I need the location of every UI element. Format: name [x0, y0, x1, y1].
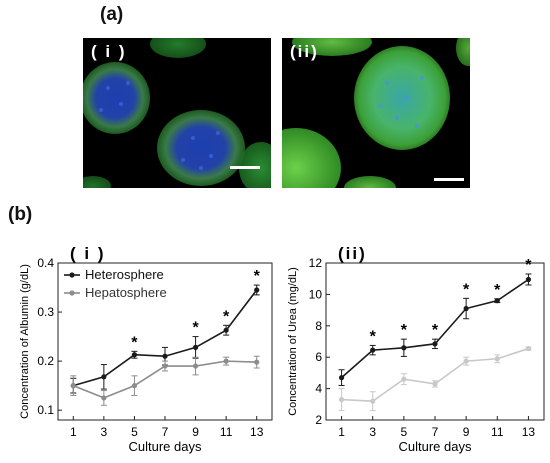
y-tick-label: 0.4 — [37, 256, 54, 270]
micrograph-heterosphere-art — [83, 38, 271, 188]
data-point — [432, 341, 438, 347]
significance-marker: * — [223, 308, 230, 325]
data-point — [525, 276, 532, 283]
legend-label: Hepatosphere — [85, 285, 167, 300]
micrograph-hepatosphere-label: (ii) — [290, 42, 319, 61]
data-point — [463, 305, 469, 312]
x-axis-label: Culture days — [129, 439, 202, 454]
data-point — [223, 327, 229, 333]
data-point — [162, 363, 168, 369]
y-tick-label: 10 — [309, 287, 323, 301]
data-point — [192, 344, 199, 350]
y-tick-label: 12 — [309, 256, 323, 270]
albumin-chart: ( i ) 0.1 0.2 0.3 0.4 1 3 5 7 9 11 13 Culture days Co… — [0, 222, 278, 458]
significance-marker: * — [494, 282, 501, 299]
data-point — [70, 383, 76, 389]
data-point — [101, 395, 107, 401]
micrograph-heterosphere: ( i ) — [83, 38, 271, 188]
data-point — [494, 298, 500, 304]
x-tick-label: 5 — [131, 425, 138, 439]
significance-marker: * — [370, 328, 377, 345]
scale-bar — [434, 178, 464, 181]
data-point — [370, 347, 376, 353]
significance-marker: * — [254, 268, 261, 285]
data-point — [131, 383, 138, 389]
micrograph-heterosphere-label: ( i ) — [91, 42, 127, 61]
data-point — [401, 376, 407, 382]
data-point — [463, 358, 469, 364]
legend-label: Heterosphere — [85, 267, 164, 282]
data-point — [101, 374, 107, 380]
y-tick-label: 0.2 — [37, 354, 54, 368]
x-tick-label: 5 — [401, 425, 408, 439]
y-axis-label: Concentration of Urea (mg/dL) — [287, 267, 299, 416]
scale-bar — [230, 166, 260, 169]
x-tick-label: 11 — [491, 425, 504, 439]
y-tick-label: 4 — [315, 382, 322, 396]
micrograph-hepatosphere-art — [282, 38, 470, 188]
x-axis-label: Culture days — [399, 439, 472, 454]
y-tick-label: 6 — [315, 350, 322, 364]
data-point — [432, 381, 438, 387]
series-line — [341, 347, 529, 402]
x-tick-label: 9 — [192, 425, 199, 439]
significance-marker: * — [131, 334, 138, 351]
x-tick-label: 11 — [220, 425, 233, 439]
y-tick-label: 0.3 — [37, 305, 54, 319]
significance-marker: * — [525, 257, 532, 274]
legend-swatch-marker — [69, 272, 75, 278]
data-point — [162, 353, 168, 359]
significance-marker: * — [401, 322, 408, 339]
data-point — [254, 359, 260, 365]
panel-b-label: (b) — [8, 204, 33, 225]
data-point — [254, 287, 260, 293]
x-tick-label: 1 — [70, 425, 77, 439]
significance-marker: * — [192, 320, 199, 337]
x-tick-label: 13 — [522, 425, 536, 439]
data-point — [525, 345, 532, 352]
x-tick-label: 1 — [338, 425, 345, 439]
x-tick-label: 9 — [463, 425, 470, 439]
data-point — [192, 363, 199, 369]
chart-panel-label: (ii) — [338, 244, 367, 263]
y-tick-label: 8 — [315, 319, 322, 333]
y-axis-label: Concentration of Albumin (g/dL) — [19, 264, 31, 419]
significance-marker: * — [463, 281, 470, 298]
micrograph-hepatosphere: (ii) — [282, 38, 470, 188]
panel-a-label: (a) — [100, 4, 124, 25]
significance-marker: * — [432, 322, 439, 339]
data-point — [401, 345, 407, 351]
chart-panel-label: ( i ) — [70, 244, 106, 263]
data-point — [223, 358, 229, 364]
y-tick-label: 2 — [315, 413, 322, 427]
legend-swatch-marker — [69, 290, 75, 296]
x-tick-label: 7 — [432, 425, 439, 439]
urea-chart: (ii) 2 4 6 8 10 12 1 3 5 7 9 11 13 Culture days Concent… — [282, 222, 550, 458]
data-point — [370, 398, 376, 404]
data-point — [338, 396, 345, 403]
x-tick-label: 13 — [250, 425, 264, 439]
data-point — [494, 356, 500, 362]
x-tick-label: 3 — [369, 425, 376, 439]
x-tick-label: 3 — [101, 425, 108, 439]
x-tick-label: 7 — [162, 425, 169, 439]
y-tick-label: 0.1 — [37, 403, 54, 417]
data-point — [131, 352, 138, 358]
data-point — [338, 375, 345, 381]
